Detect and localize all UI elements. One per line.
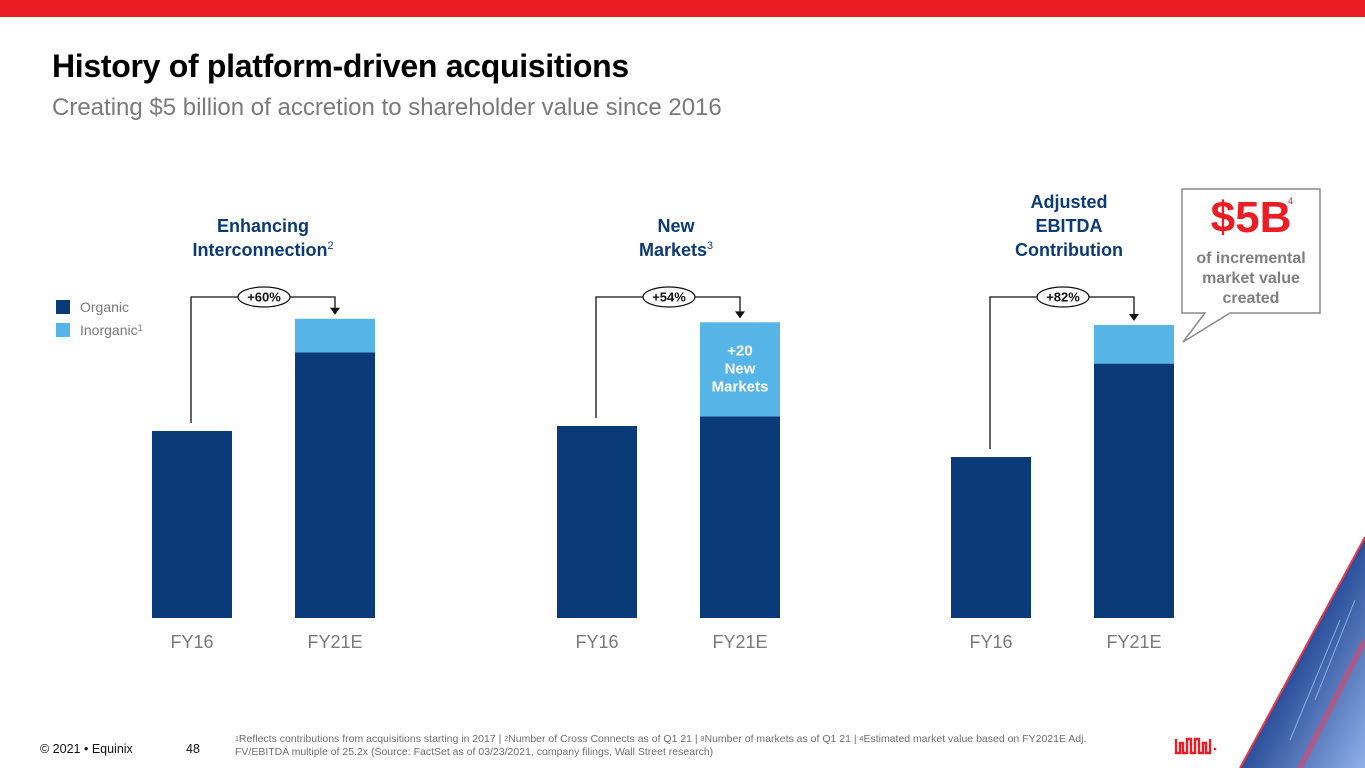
brand-top-bar [0, 0, 1365, 17]
bar-annotation: Markets [712, 378, 769, 395]
chart-title-line: Contribution [1015, 240, 1123, 260]
bar-inorganic-fy21e [295, 318, 375, 353]
callout-text-line: of incremental [1196, 250, 1306, 267]
chart-legend: Organic Inorganic 1 [56, 295, 143, 341]
datacenter-photo [1239, 536, 1365, 768]
chart-title-footnote: 3 [707, 240, 714, 252]
x-tick-label: FY21E [1106, 632, 1161, 652]
legend-label: Organic [80, 298, 130, 315]
arrow-head-icon [330, 307, 340, 315]
page-title: History of platform-driven acquisitions [52, 48, 629, 84]
chart-title-line: Interconnection [192, 240, 328, 260]
arrow-head-icon [735, 311, 745, 319]
photo-stripe [1297, 638, 1365, 768]
growth-label: +60% [247, 290, 281, 305]
bar-organic-fy16 [152, 431, 232, 618]
chart-title-footnote: 2 [327, 240, 334, 252]
x-tick-label: FY21E [712, 632, 767, 652]
x-tick-label: FY21E [307, 632, 362, 652]
chart-title-line: Markets [638, 240, 708, 260]
footnote-text: Number of markets as of Q1 21 | [704, 733, 860, 745]
photo-detail [1289, 619, 1341, 741]
growth-label: +82% [1046, 290, 1080, 305]
legend-swatch-inorganic [56, 322, 70, 337]
bar-organic-fy21e [1094, 363, 1174, 618]
equinix-logo-icon [1174, 737, 1217, 755]
bar-annotation: +20 [727, 342, 752, 359]
callout-text-line: created [1222, 290, 1280, 307]
bar-organic-fy21e [700, 416, 780, 618]
footnotes: 1Reflects contributions from acquisition… [235, 733, 1115, 759]
growth-label: +54% [652, 290, 686, 305]
page-number: 48 [186, 742, 200, 756]
footnote-marker: 2 [504, 736, 509, 743]
callout-bubble [1181, 188, 1321, 343]
callout-text-line: market value [1202, 270, 1300, 287]
footnote-text: Reflects contributions from acquisitions… [238, 733, 505, 745]
x-tick-label: FY16 [170, 632, 213, 652]
chart-title-new-markets: New Markets3 [566, 214, 786, 262]
legend-item-organic: Organic [56, 295, 143, 318]
chart-title-line: New [657, 216, 695, 236]
chart-title-line: Adjusted [1030, 192, 1108, 212]
bar-organic-fy21e [295, 352, 375, 618]
callout-text: of incremental market value created [1182, 249, 1320, 309]
footnote-marker: 4 [859, 736, 864, 743]
growth-badge [1036, 286, 1090, 308]
footnote-text: Number of Cross Connects as of Q1 21 | [508, 733, 701, 745]
arrow-head-icon [1129, 313, 1139, 321]
chart-title-interconnection: Enhancing Interconnection2 [153, 214, 373, 262]
photo-detail [1314, 599, 1356, 701]
page-subtitle: Creating $5 billion of accretion to shar… [52, 94, 722, 121]
legend-label: Inorganic [80, 321, 138, 338]
growth-badge [237, 286, 291, 308]
growth-badge [642, 286, 696, 308]
value-callout: $5B 4 of incremental market value create… [1182, 189, 1320, 313]
chart-title-line: Enhancing [216, 216, 309, 236]
copyright: © 2021 • Equinix [40, 742, 133, 756]
bar-inorganic-fy21e [1094, 324, 1174, 364]
chart-title-line: EBITDA [1035, 216, 1103, 236]
photo-edge [1239, 536, 1365, 768]
footnote-marker: 1 [235, 736, 239, 743]
footnote-marker: 3 [700, 736, 705, 743]
bar-organic-fy16 [951, 457, 1031, 618]
x-tick-label: FY16 [969, 632, 1012, 652]
x-tick-label: FY16 [575, 632, 618, 652]
callout-footnote: 4 [1288, 196, 1294, 206]
legend-footnote: 1 [137, 322, 143, 333]
legend-swatch-organic [56, 299, 70, 314]
bar-inorganic-fy21e [700, 322, 780, 417]
footnote-text: Estimated market value based on FY2021E … [235, 733, 1087, 758]
legend-item-inorganic: Inorganic 1 [56, 318, 143, 341]
bar-organic-fy16 [557, 426, 637, 618]
callout-value: $5B [1210, 193, 1292, 242]
bar-annotation: New [725, 360, 756, 377]
chart-title-ebitda: Adjusted EBITDA Contribution [959, 190, 1179, 262]
